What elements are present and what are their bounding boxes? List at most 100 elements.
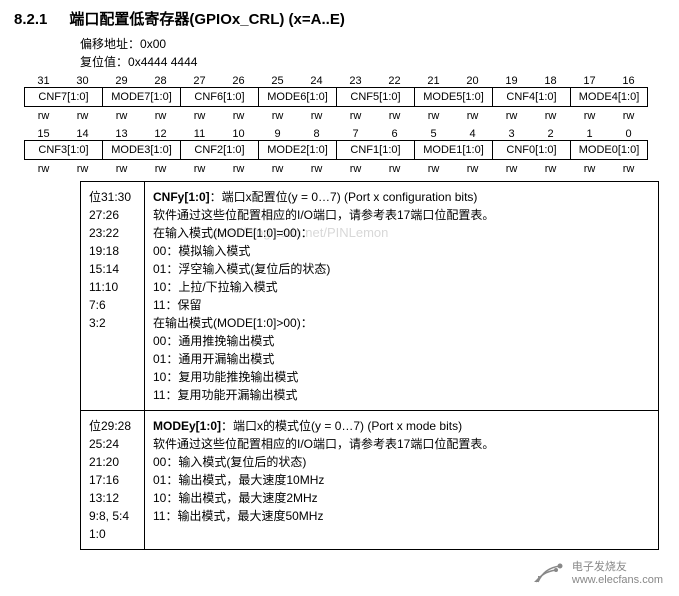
bit-number: 29 [102, 75, 141, 87]
register-field: MODE6[1:0] [258, 87, 336, 107]
bit-range: 25:24 [89, 435, 136, 453]
reset-value: 复位值：0x4444 4444 [0, 53, 679, 71]
description-line: 01：输出模式，最大速度10MHz [153, 471, 650, 489]
reset-val: 0x4444 4444 [128, 55, 197, 69]
section-number: 8.2.1 [14, 11, 47, 28]
bit-number: 11 [180, 128, 219, 140]
description-line: 在输出模式(MODE[1:0]>00)： [153, 314, 650, 332]
description-line: 00：模拟输入模式 [153, 242, 650, 260]
description-content: CNFy[1:0]：端口x配置位(y = 0…7) (Port x config… [145, 182, 658, 410]
bit-number: 18 [531, 75, 570, 87]
description-row: 位29:2825:2421:2017:1613:129:8, 5:41:0 MOD… [81, 411, 658, 549]
footer-logo: 电子发烧友 www.elecfans.com [532, 560, 663, 588]
rw-indicator: rw [531, 163, 570, 175]
register-field: CNF5[1:0] [336, 87, 414, 107]
bit-number: 19 [492, 75, 531, 87]
rw-indicator: rw [375, 110, 414, 122]
rw-indicator: rw [375, 163, 414, 175]
rw-indicator: rw [102, 110, 141, 122]
bit-number: 24 [297, 75, 336, 87]
bit-number: 27 [180, 75, 219, 87]
bit-number: 6 [375, 128, 414, 140]
description-line: 11：保留 [153, 296, 650, 314]
register-field: MODE2[1:0] [258, 140, 336, 160]
field-description-header: MODEy[1:0]：端口x的模式位(y = 0…7) (Port x mode… [153, 417, 650, 435]
rw-indicator: rw [609, 163, 648, 175]
section-title: 8.2.1 端口配置低寄存器(GPIOx_CRL) (x=A..E) [0, 0, 679, 35]
bit-range: 1:0 [89, 525, 136, 543]
rw-indicator: rw [492, 110, 531, 122]
rw-indicator: rw [24, 110, 63, 122]
bit-number: 4 [453, 128, 492, 140]
register-field: CNF4[1:0] [492, 87, 570, 107]
offset-value: 0x00 [140, 37, 166, 51]
rw-indicator: rw [570, 163, 609, 175]
description-row: 位31:3027:2623:2219:1815:1411:107:63:2CNF… [81, 182, 658, 411]
bit-range: 21:20 [89, 453, 136, 471]
elecfans-icon [532, 560, 566, 588]
section-heading: 端口配置低寄存器(GPIOx_CRL) (x=A..E) [69, 11, 344, 28]
reset-label: 复位值： [80, 55, 128, 69]
description-line: 10：上拉/下拉输入模式 [153, 278, 650, 296]
rw-row-low: rwrwrwrwrwrwrwrwrwrwrwrwrwrwrwrw [0, 163, 679, 175]
register-field: MODE7[1:0] [102, 87, 180, 107]
bit-numbers-high: 31302928272625242322212019181716 [0, 75, 679, 87]
description-line: 在输入模式(MODE[1:0]=00)： [153, 224, 650, 242]
register-field: CNF0[1:0] [492, 140, 570, 160]
bit-range: 23:22 [89, 224, 136, 242]
bit-range: 7:6 [89, 296, 136, 314]
bit-number: 2 [531, 128, 570, 140]
rw-indicator: rw [180, 110, 219, 122]
bit-number: 23 [336, 75, 375, 87]
bit-number: 10 [219, 128, 258, 140]
rw-indicator: rw [570, 110, 609, 122]
rw-indicator: rw [414, 110, 453, 122]
footer-name: 电子发烧友 [572, 561, 663, 574]
bit-range: 9:8, 5:4 [89, 507, 136, 525]
bit-range-column: 位29:2825:2421:2017:1613:129:8, 5:41:0 [81, 411, 145, 549]
register-field: CNF7[1:0] [24, 87, 102, 107]
bit-number: 22 [375, 75, 414, 87]
register-field: MODE0[1:0] [570, 140, 648, 160]
bit-number: 1 [570, 128, 609, 140]
register-field: CNF1[1:0] [336, 140, 414, 160]
bit-number: 26 [219, 75, 258, 87]
rw-indicator: rw [63, 163, 102, 175]
rw-indicator: rw [258, 163, 297, 175]
description-table: 位31:3027:2623:2219:1815:1411:107:63:2CNF… [80, 181, 659, 550]
rw-indicator: rw [492, 163, 531, 175]
rw-indicator: rw [336, 163, 375, 175]
description-line: 11：输出模式，最大速度50MHz [153, 507, 650, 525]
bit-range-column: 位31:3027:2623:2219:1815:1411:107:63:2 [81, 182, 145, 410]
register-field: MODE5[1:0] [414, 87, 492, 107]
register-field: CNF2[1:0] [180, 140, 258, 160]
rw-indicator: rw [531, 110, 570, 122]
rw-indicator: rw [219, 110, 258, 122]
bit-number: 31 [24, 75, 63, 87]
register-field: MODE3[1:0] [102, 140, 180, 160]
rw-indicator: rw [180, 163, 219, 175]
description-line: 10：输出模式，最大速度2MHz [153, 489, 650, 507]
bit-number: 7 [336, 128, 375, 140]
bit-range: 11:10 [89, 278, 136, 296]
rw-indicator: rw [453, 110, 492, 122]
bit-number: 25 [258, 75, 297, 87]
description-line: 软件通过这些位配置相应的I/O端口，请参考表17端口位配置表。 [153, 435, 650, 453]
bit-number: 0 [609, 128, 648, 140]
bit-number: 5 [414, 128, 453, 140]
offset-address: 偏移地址：0x00 [0, 35, 679, 53]
rw-indicator: rw [414, 163, 453, 175]
bit-number: 8 [297, 128, 336, 140]
field-row-low: CNF3[1:0]MODE3[1:0]CNF2[1:0]MODE2[1:0]CN… [0, 140, 679, 160]
bit-number: 15 [24, 128, 63, 140]
bit-numbers-low: 1514131211109876543210 [0, 128, 679, 140]
rw-indicator: rw [63, 110, 102, 122]
description-line: 00：通用推挽输出模式 [153, 332, 650, 350]
rw-indicator: rw [102, 163, 141, 175]
footer-url: www.elecfans.com [572, 574, 663, 587]
offset-label: 偏移地址： [80, 37, 140, 51]
bit-number: 21 [414, 75, 453, 87]
rw-indicator: rw [297, 163, 336, 175]
bit-number: 14 [63, 128, 102, 140]
rw-indicator: rw [24, 163, 63, 175]
